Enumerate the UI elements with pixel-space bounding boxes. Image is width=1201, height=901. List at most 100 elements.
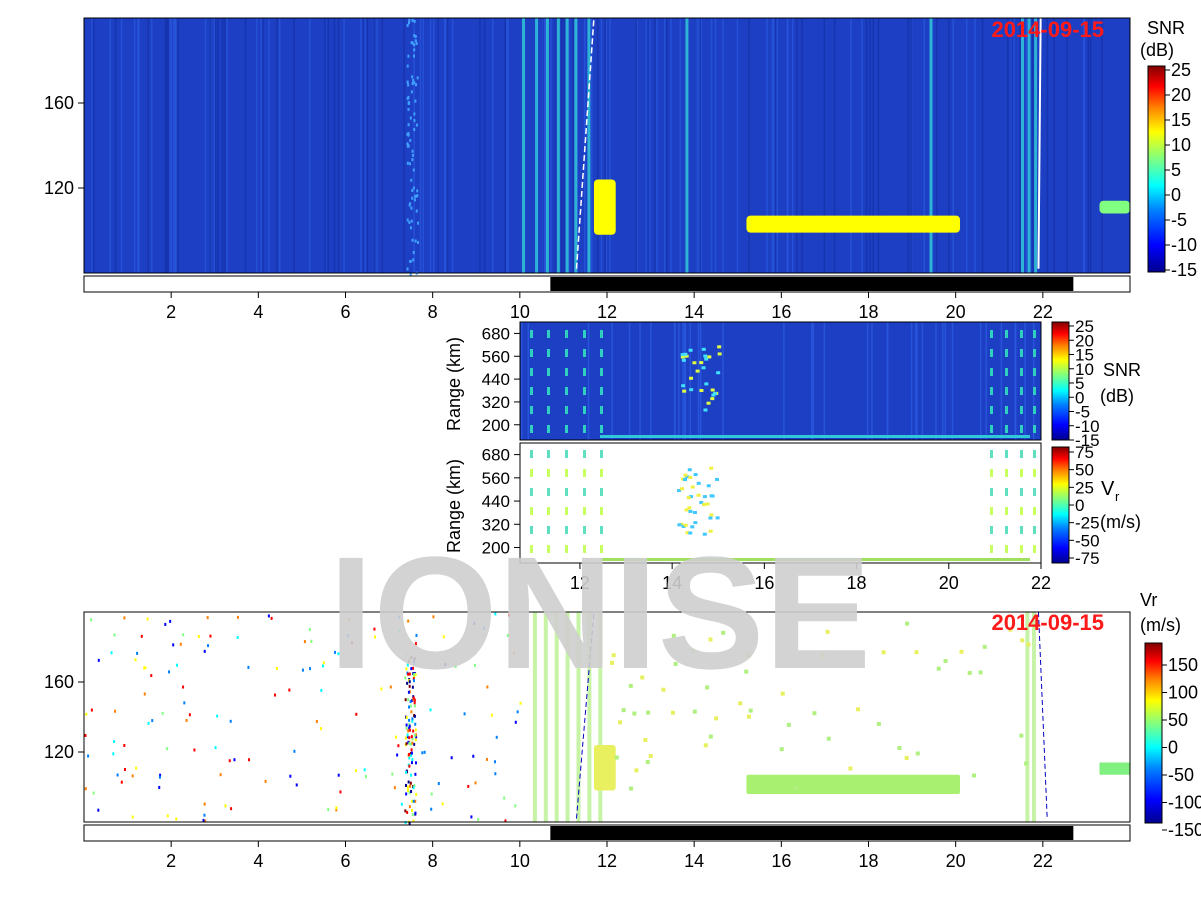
bottom-vr-dot: [182, 685, 185, 689]
bottom-vr-speckle: [409, 784, 412, 788]
bottom-vr-dot: [412, 666, 415, 670]
top-snr-speckle: [410, 41, 413, 45]
top-snr-stripe: [591, 18, 593, 273]
bottom-vr-speckle: [408, 736, 411, 740]
bottom-vr-cell: [959, 649, 964, 654]
inset-vr-segment: [600, 450, 603, 458]
bottom-vr-dot: [131, 774, 134, 778]
inset-snr-stripe: [1014, 322, 1017, 440]
bottom-vr-dot: [164, 622, 167, 626]
bottom-vr-dot: [327, 808, 330, 812]
top-snr-speckle: [407, 133, 410, 137]
bottom-vr-dot: [519, 701, 522, 705]
top-snr-stripe: [214, 18, 217, 273]
top-snr-bright-stripe: [587, 18, 591, 273]
inset-vr-segment: [1020, 526, 1023, 534]
bottom-vr-speckle: [408, 722, 411, 726]
bottom-vr-cell: [936, 666, 941, 671]
bottom-vr-cell: [621, 708, 626, 713]
bottom-vr-speckle: [414, 722, 417, 726]
bottom-x-tick-label: 16: [771, 851, 791, 871]
top-snr-stripe: [649, 18, 651, 273]
bottom-vr-speckle: [410, 710, 413, 714]
top-colorbar: [1147, 65, 1166, 273]
inset-vr-feature-cell: [708, 529, 713, 533]
bottom-vr-dot: [135, 766, 138, 770]
top-snr-stripe: [910, 18, 913, 273]
bottom-vr-cell: [634, 768, 639, 773]
top-snr-stripe: [1013, 18, 1015, 273]
inset-snr-cb-tick-label: -10: [1075, 417, 1100, 436]
bottom-vr-speckle: [414, 728, 417, 732]
inset-snr-feature-cell: [703, 408, 708, 412]
inset-snr-cb-label-1: SNR: [1103, 360, 1141, 380]
bottom-vr-cell: [661, 687, 666, 692]
inset-vr-cb-tick-label: 75: [1075, 443, 1094, 462]
bottom-vr-dot: [437, 782, 440, 786]
bottom-vr-speckle: [409, 700, 412, 704]
top-snr-stripe: [584, 18, 586, 273]
inset-vr-segment: [547, 526, 550, 534]
inset-snr-stripe: [722, 322, 724, 440]
inset-vr-y-tick-label: 200: [482, 539, 510, 558]
inset-snr-feature-cell: [684, 354, 689, 358]
inset-vr-background: [520, 443, 1041, 563]
inset-vr-feature-cell: [702, 503, 707, 507]
bottom-vr-speckle: [408, 752, 411, 756]
inset-vr-y-tick-label: 440: [482, 492, 510, 511]
inset-snr-bright-segment: [990, 349, 993, 357]
inset-snr-y-tick-label: 680: [482, 324, 510, 343]
bottom-vr-cell: [714, 716, 719, 721]
bottom-vr-cell: [640, 675, 645, 680]
bottom-vr-dot: [380, 687, 383, 691]
top-snr-stripe: [446, 18, 449, 273]
bottom-vr-speckle: [409, 781, 412, 785]
inset-snr-stripe: [823, 322, 826, 440]
top-snr-speckle: [406, 218, 409, 222]
inset-vr-segment: [600, 469, 603, 477]
top-snr-stripe: [276, 18, 278, 273]
bottom-vr-cell: [673, 661, 678, 666]
bottom-vr-dot: [516, 710, 519, 714]
bottom-vr-dot: [182, 633, 185, 637]
top-snr-speckle: [406, 96, 409, 100]
bottom-vr-dot: [337, 652, 340, 656]
inset-vr-y-tick-label: 320: [482, 515, 510, 534]
top-snr-stripe: [174, 18, 176, 273]
top-snr-stripe: [670, 18, 672, 273]
top-x-tick-label: 14: [684, 302, 704, 322]
bottom-vr-speckle: [407, 672, 410, 676]
top-snr-stripe: [147, 18, 149, 273]
inset-vr-feature-cell: [690, 525, 695, 529]
top-snr-stripe: [217, 18, 219, 273]
bottom-vr-dot: [113, 633, 116, 637]
top-snr-stripe: [138, 18, 140, 273]
top-snr-stripe: [645, 18, 648, 273]
inset-snr-feature-cell: [701, 347, 706, 351]
top-x-tick-label: 20: [946, 302, 966, 322]
top-snr-stripe: [376, 18, 378, 273]
top-snr-speckle: [412, 250, 415, 254]
bottom-vr-speckle: [415, 735, 418, 739]
top-snr-speckle: [409, 259, 412, 263]
inset-vr-feature-cell: [677, 523, 682, 527]
inset-snr-stripe: [673, 322, 676, 440]
inset-snr-bright-segment: [547, 387, 550, 395]
top-snr-speckle: [407, 83, 410, 87]
bottom-vr-panel: 120 160 2014-09-15 2 4 6 8 10 12 14 16 18 20 22 150…: [44, 590, 1201, 871]
bottom-vr-cell: [748, 708, 753, 713]
top-snr-speckle: [416, 194, 419, 198]
bottom-vr-dot: [228, 759, 231, 763]
bottom-colorbar-label-2: (m/s): [1140, 615, 1181, 635]
bottom-vr-feature-0: [593, 745, 616, 791]
bottom-vr-cell: [643, 738, 648, 743]
top-snr-speckle: [406, 161, 409, 165]
inset-snr-bright-segment: [547, 425, 550, 433]
top-x-axis: 2 4 6 8 10 12 14 16 18 20 22: [166, 292, 1053, 322]
bottom-vr-dot: [236, 615, 239, 619]
inset-vr-segment: [1033, 469, 1036, 477]
inset-snr-cb-tick-label: -15: [1075, 431, 1100, 450]
bottom-vr-speckle: [413, 701, 416, 705]
bottom-vr-speckle: [408, 821, 411, 825]
